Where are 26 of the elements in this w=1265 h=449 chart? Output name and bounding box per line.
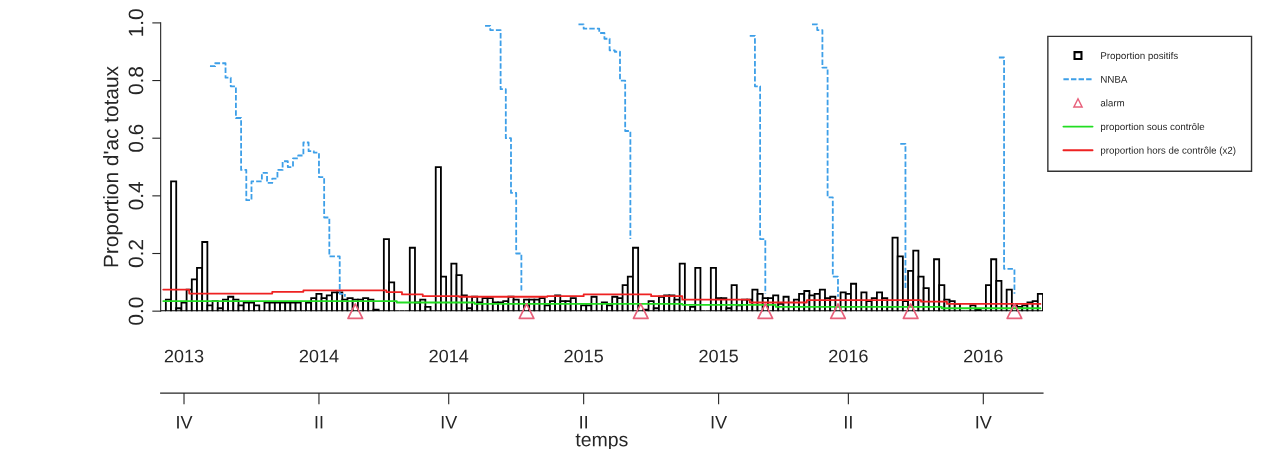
x-tick-label: IV bbox=[976, 415, 992, 429]
y-tick-label: 0.0 bbox=[128, 297, 144, 325]
text: 2014 bbox=[429, 349, 469, 363]
x-tick-label: IV bbox=[711, 415, 728, 429]
y-tick-label: 0.2 bbox=[128, 240, 144, 268]
legend-label: NNBA bbox=[1101, 75, 1128, 83]
y-axis-title: Proportion d'ac totaux bbox=[103, 66, 123, 267]
y-tick-label: 0.6 bbox=[128, 124, 144, 152]
y-tick-label: 1.0 bbox=[128, 9, 144, 36]
legend-label: alarm bbox=[1100, 99, 1125, 107]
text: 2016 bbox=[829, 349, 868, 363]
legend-label: proportion hors de contrôle (x2) bbox=[1100, 146, 1236, 156]
x-tick-label: II bbox=[315, 415, 323, 429]
text: 2015 bbox=[564, 349, 603, 363]
text: 2013 bbox=[164, 349, 204, 363]
y-tick-label: 0.4 bbox=[128, 181, 144, 210]
text: 2016 bbox=[964, 349, 1003, 363]
x-tick-label: IV bbox=[177, 415, 193, 429]
legend-label: proportion sous contrôle bbox=[1100, 122, 1205, 132]
text: 2015 bbox=[699, 349, 738, 363]
x-tick-label: IV bbox=[441, 415, 458, 429]
y-tick-label: 0.8 bbox=[128, 66, 144, 95]
legend-label: Proportion positifs bbox=[1101, 51, 1178, 62]
x-tick-label: II bbox=[845, 415, 852, 429]
x-tick-label: II bbox=[580, 415, 588, 429]
text: 2014 bbox=[299, 349, 339, 363]
